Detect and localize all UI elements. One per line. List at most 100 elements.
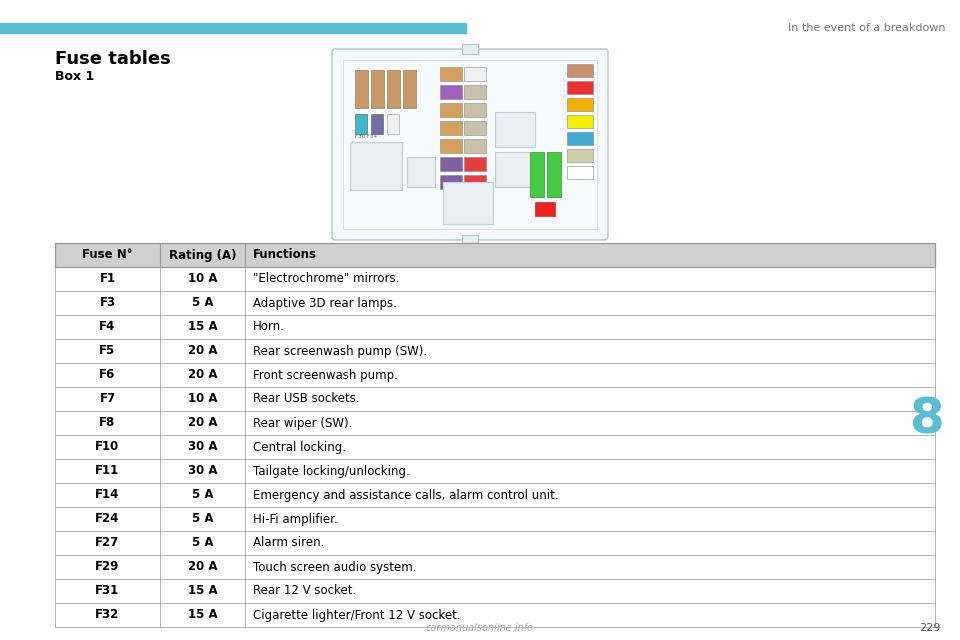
Text: 15 A: 15 A bbox=[188, 609, 217, 621]
Bar bbox=[530, 152, 544, 197]
Text: 30 A: 30 A bbox=[188, 440, 217, 454]
Text: Rear 12 V socket.: Rear 12 V socket. bbox=[253, 584, 356, 598]
Bar bbox=[440, 67, 462, 81]
Text: Rear USB sockets.: Rear USB sockets. bbox=[253, 392, 360, 406]
Bar bbox=[55, 531, 935, 555]
Bar bbox=[55, 243, 935, 267]
Text: F27: F27 bbox=[95, 536, 120, 550]
Text: carmanualsonline.info: carmanualsonline.info bbox=[426, 623, 534, 633]
Text: F24: F24 bbox=[95, 513, 120, 525]
Bar bbox=[0, 23, 466, 33]
Bar bbox=[355, 70, 368, 108]
Text: "Electrochrome" mirrors.: "Electrochrome" mirrors. bbox=[253, 273, 399, 285]
Bar bbox=[55, 387, 935, 411]
Text: 15 A: 15 A bbox=[188, 321, 217, 333]
Bar bbox=[567, 81, 593, 94]
Text: 5 A: 5 A bbox=[192, 296, 213, 310]
Text: F3: F3 bbox=[100, 296, 115, 310]
Bar bbox=[440, 139, 462, 153]
Text: 8: 8 bbox=[910, 396, 945, 444]
Bar bbox=[440, 85, 462, 99]
Bar bbox=[355, 114, 367, 134]
Text: Rear wiper (SW).: Rear wiper (SW). bbox=[253, 417, 352, 429]
Bar bbox=[440, 121, 462, 135]
Text: Front screenwash pump.: Front screenwash pump. bbox=[253, 369, 397, 381]
Text: Emergency and assistance calls, alarm control unit.: Emergency and assistance calls, alarm co… bbox=[253, 488, 559, 502]
Bar bbox=[443, 182, 493, 224]
Text: F10: F10 bbox=[95, 440, 120, 454]
Text: F30 F34: F30 F34 bbox=[355, 134, 377, 139]
Bar bbox=[464, 103, 486, 117]
Bar bbox=[387, 70, 400, 108]
Bar bbox=[495, 152, 535, 187]
Bar bbox=[343, 60, 597, 229]
Text: 5 A: 5 A bbox=[192, 536, 213, 550]
Text: Fuse tables: Fuse tables bbox=[55, 50, 171, 68]
Bar bbox=[371, 70, 384, 108]
Text: Rear screenwash pump (SW).: Rear screenwash pump (SW). bbox=[253, 344, 427, 358]
Bar bbox=[464, 175, 486, 189]
Text: 5 A: 5 A bbox=[192, 513, 213, 525]
Text: F11: F11 bbox=[95, 465, 120, 477]
Text: In the event of a breakdown: In the event of a breakdown bbox=[787, 23, 945, 33]
Bar bbox=[55, 411, 935, 435]
Bar bbox=[464, 121, 486, 135]
FancyBboxPatch shape bbox=[332, 49, 608, 240]
Bar bbox=[55, 459, 935, 483]
Text: F6: F6 bbox=[100, 369, 115, 381]
Text: 10 A: 10 A bbox=[188, 392, 217, 406]
Text: Central locking.: Central locking. bbox=[253, 440, 346, 454]
Bar bbox=[535, 202, 555, 216]
Text: F1: F1 bbox=[100, 273, 115, 285]
Text: Touch screen audio system.: Touch screen audio system. bbox=[253, 561, 417, 573]
Bar bbox=[547, 152, 561, 197]
Bar bbox=[567, 115, 593, 128]
Bar bbox=[387, 114, 399, 134]
Bar bbox=[55, 339, 935, 363]
Text: 20 A: 20 A bbox=[188, 369, 217, 381]
Bar bbox=[55, 555, 935, 579]
Bar bbox=[567, 98, 593, 111]
Bar bbox=[350, 142, 402, 190]
Bar bbox=[567, 149, 593, 162]
Text: 5 A: 5 A bbox=[192, 488, 213, 502]
Text: F5: F5 bbox=[100, 344, 115, 358]
Text: 229: 229 bbox=[919, 623, 940, 633]
Bar bbox=[495, 112, 535, 147]
Text: 15 A: 15 A bbox=[188, 584, 217, 598]
Bar bbox=[55, 579, 935, 603]
Bar bbox=[55, 291, 935, 315]
Bar bbox=[55, 603, 935, 627]
Text: Tailgate locking/unlocking.: Tailgate locking/unlocking. bbox=[253, 465, 410, 477]
Bar bbox=[462, 44, 478, 54]
Text: F4: F4 bbox=[100, 321, 115, 333]
Text: Fuse N°: Fuse N° bbox=[83, 248, 132, 262]
Bar bbox=[55, 507, 935, 531]
Text: F31: F31 bbox=[95, 584, 120, 598]
Bar bbox=[407, 157, 435, 187]
Bar bbox=[440, 175, 462, 189]
Text: Functions: Functions bbox=[253, 248, 317, 262]
Text: 10 A: 10 A bbox=[188, 273, 217, 285]
Bar bbox=[55, 483, 935, 507]
Bar bbox=[462, 235, 478, 245]
Bar bbox=[567, 64, 593, 77]
Text: F32: F32 bbox=[95, 609, 120, 621]
Text: F8: F8 bbox=[100, 417, 115, 429]
Bar bbox=[440, 103, 462, 117]
Text: Adaptive 3D rear lamps.: Adaptive 3D rear lamps. bbox=[253, 296, 396, 310]
Bar bbox=[55, 267, 935, 291]
Bar bbox=[464, 67, 486, 81]
Bar bbox=[567, 166, 593, 179]
Text: F14: F14 bbox=[95, 488, 120, 502]
Text: Cigarette lighter/Front 12 V socket.: Cigarette lighter/Front 12 V socket. bbox=[253, 609, 461, 621]
Text: 30 A: 30 A bbox=[188, 465, 217, 477]
Bar bbox=[464, 85, 486, 99]
Text: Horn.: Horn. bbox=[253, 321, 285, 333]
Text: F7: F7 bbox=[100, 392, 115, 406]
Text: Rating (A): Rating (A) bbox=[169, 248, 236, 262]
Text: 20 A: 20 A bbox=[188, 417, 217, 429]
Text: F29: F29 bbox=[95, 561, 120, 573]
Bar bbox=[55, 435, 935, 459]
Bar bbox=[55, 315, 935, 339]
